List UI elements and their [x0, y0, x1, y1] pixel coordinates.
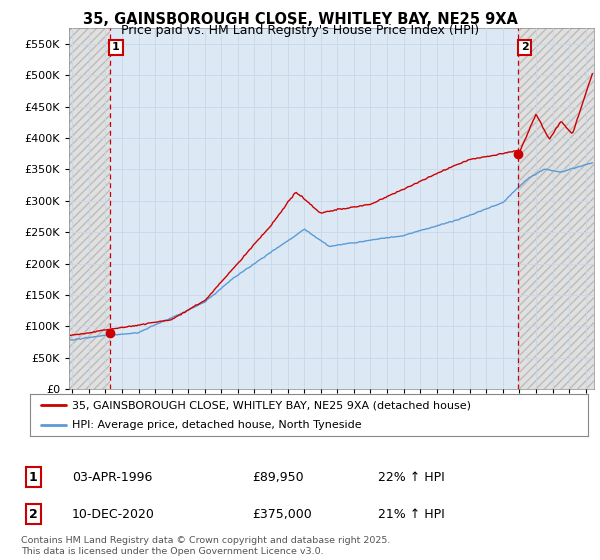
Text: 03-APR-1996: 03-APR-1996 — [72, 470, 152, 484]
Bar — [518, 28, 594, 389]
Text: 35, GAINSBOROUGH CLOSE, WHITLEY BAY, NE25 9XA: 35, GAINSBOROUGH CLOSE, WHITLEY BAY, NE2… — [83, 12, 517, 27]
Text: 1: 1 — [112, 43, 120, 53]
Text: Contains HM Land Registry data © Crown copyright and database right 2025.
This d: Contains HM Land Registry data © Crown c… — [21, 536, 391, 556]
Text: HPI: Average price, detached house, North Tyneside: HPI: Average price, detached house, Nort… — [72, 420, 361, 430]
Text: 10-DEC-2020: 10-DEC-2020 — [72, 507, 155, 521]
Text: £89,950: £89,950 — [252, 470, 304, 484]
Text: 2: 2 — [521, 43, 529, 53]
Text: 21% ↑ HPI: 21% ↑ HPI — [378, 507, 445, 521]
Text: 2: 2 — [29, 507, 37, 521]
Text: 22% ↑ HPI: 22% ↑ HPI — [378, 470, 445, 484]
Bar — [69, 28, 110, 389]
Text: 1: 1 — [29, 470, 37, 484]
Text: 35, GAINSBOROUGH CLOSE, WHITLEY BAY, NE25 9XA (detached house): 35, GAINSBOROUGH CLOSE, WHITLEY BAY, NE2… — [72, 400, 471, 410]
Text: Price paid vs. HM Land Registry's House Price Index (HPI): Price paid vs. HM Land Registry's House … — [121, 24, 479, 36]
Text: £375,000: £375,000 — [252, 507, 312, 521]
